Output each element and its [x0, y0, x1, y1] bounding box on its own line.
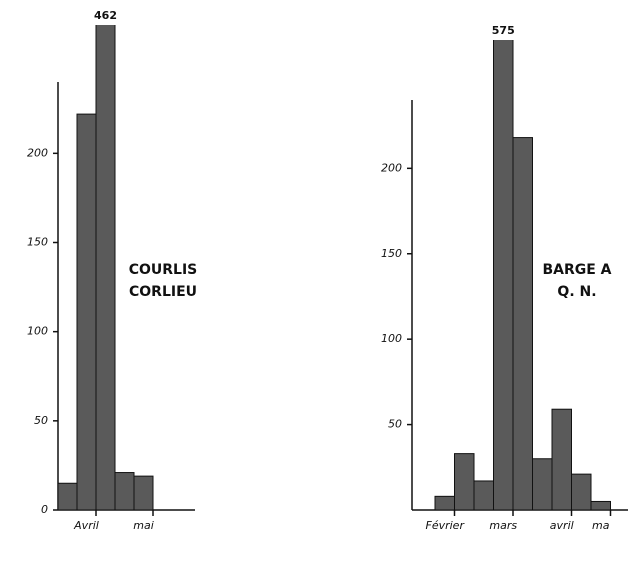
- bars: [57, 25, 154, 511]
- bar: [95, 25, 116, 511]
- y-tick-label: 50: [388, 418, 402, 431]
- y-tick-label: 100: [27, 325, 48, 338]
- chart-title: COURLIS: [129, 262, 198, 278]
- bar: [133, 475, 154, 511]
- y-tick-label: 0: [41, 503, 48, 516]
- bar: [512, 137, 533, 511]
- y-tick-label: 200: [381, 161, 402, 174]
- bars: [434, 40, 611, 511]
- x-tick-label: Février: [426, 519, 466, 532]
- y-tick-label: 200: [27, 146, 48, 159]
- bar: [473, 480, 494, 511]
- chart-title: Q. N.: [557, 284, 596, 300]
- y-tick-label: 100: [381, 332, 402, 345]
- bar: [571, 473, 592, 511]
- x-tick-label: mai: [133, 519, 154, 532]
- y-tick-label: 150: [27, 236, 48, 249]
- bar: [114, 472, 135, 511]
- bar: [532, 458, 553, 511]
- y-tick-label: 50: [34, 414, 48, 427]
- x-tick-label: ma: [592, 519, 610, 532]
- x-tick-label: avril: [550, 519, 574, 532]
- bar: [434, 495, 455, 511]
- chart-title: BARGE A: [542, 262, 611, 278]
- bar: [57, 482, 78, 511]
- x-tick-label: mars: [489, 519, 517, 532]
- bar: [590, 500, 611, 511]
- y-tick-label: 150: [381, 247, 402, 260]
- x-tick-label: Avril: [73, 519, 99, 532]
- bar: [493, 40, 514, 511]
- chart-title: CORLIEU: [129, 284, 197, 300]
- value-label: 575: [492, 24, 515, 37]
- bar: [454, 453, 475, 511]
- bar: [551, 408, 572, 511]
- value-label: 462: [94, 9, 117, 22]
- bar: [76, 113, 97, 511]
